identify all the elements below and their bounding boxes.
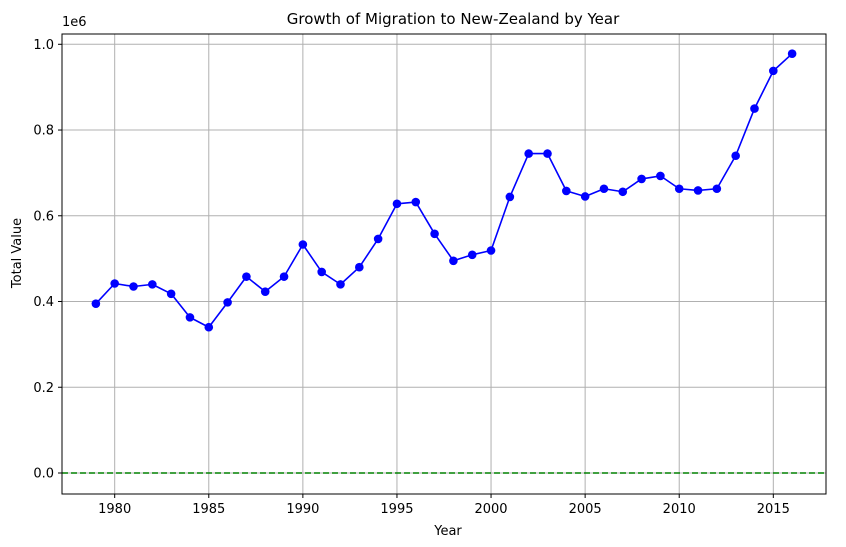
data-point <box>279 272 289 281</box>
series-layer <box>91 49 797 332</box>
x-tick-label: 1985 <box>192 502 225 517</box>
data-point <box>166 289 176 299</box>
data-point <box>543 149 552 158</box>
data-point <box>505 192 515 202</box>
data-point <box>298 240 308 249</box>
data-point <box>674 184 684 194</box>
data-point <box>129 282 138 291</box>
data-point <box>486 246 496 255</box>
chart-title: Growth of Migration to New-Zealand by Ye… <box>287 10 620 28</box>
data-point <box>731 151 740 161</box>
data-point <box>148 280 157 289</box>
data-point <box>223 298 232 307</box>
data-point <box>693 186 703 195</box>
grid <box>62 34 826 494</box>
x-tick-label: 2005 <box>569 502 602 517</box>
ticks: 1980 1985 1990 1995 2000 2005 2010 2015 0.0 0.2 0.… <box>33 38 790 517</box>
x-tick-label: 1995 <box>380 502 413 517</box>
data-point <box>750 104 759 113</box>
y-tick-label: 0.0 <box>33 466 54 481</box>
y-tick-label: 0.6 <box>33 209 54 224</box>
data-point <box>618 187 628 197</box>
data-point <box>449 256 458 266</box>
data-point <box>355 262 364 272</box>
data-point <box>599 184 609 194</box>
data-point <box>373 234 383 244</box>
data-point <box>392 199 402 209</box>
data-point <box>317 267 326 277</box>
data-point <box>185 313 195 322</box>
data-point <box>467 250 477 260</box>
data-point <box>110 279 119 288</box>
data-point <box>242 272 251 281</box>
data-point <box>411 197 421 207</box>
data-point <box>656 171 665 181</box>
data-point <box>769 66 778 76</box>
x-tick-label: 2015 <box>757 502 790 517</box>
y-axis-offset-label: 1e6 <box>62 15 87 30</box>
data-point <box>787 49 797 59</box>
data-point <box>336 280 345 289</box>
data-point <box>562 186 571 196</box>
data-point <box>430 229 439 239</box>
x-tick-label: 2000 <box>474 502 507 517</box>
x-axis-label: Year <box>433 524 462 539</box>
x-tick-label: 2010 <box>663 502 696 517</box>
x-tick-label: 1990 <box>286 502 319 517</box>
data-point <box>637 174 646 184</box>
data-point <box>204 322 214 332</box>
data-point <box>91 299 101 308</box>
data-point <box>260 287 270 296</box>
y-tick-label: 1.0 <box>33 38 54 53</box>
y-tick-label: 0.4 <box>33 295 54 310</box>
plot-frame <box>61 33 827 495</box>
data-point <box>580 192 590 201</box>
data-point <box>712 184 722 194</box>
y-axis-label: Total Value <box>10 218 25 289</box>
data-point <box>524 149 533 158</box>
y-tick-label: 0.2 <box>33 381 54 396</box>
x-tick-label: 1980 <box>98 502 131 517</box>
y-tick-label: 0.8 <box>33 124 54 139</box>
